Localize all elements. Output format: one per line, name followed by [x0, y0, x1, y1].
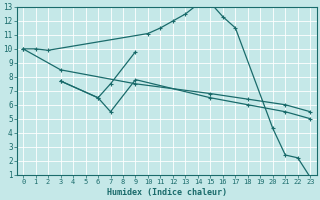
X-axis label: Humidex (Indice chaleur): Humidex (Indice chaleur) [107, 188, 227, 197]
